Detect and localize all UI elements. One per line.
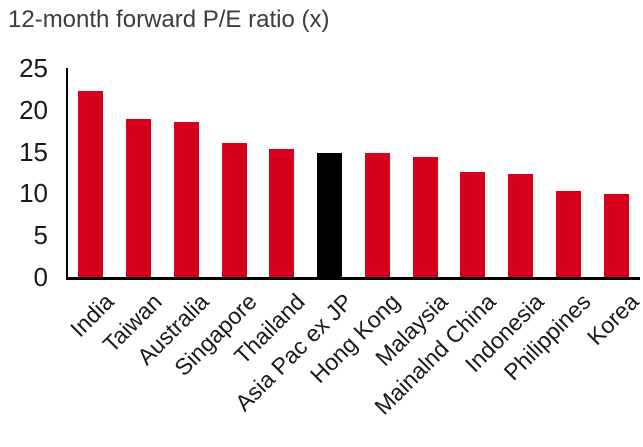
bar-asia-pac-ex-jp [317, 153, 343, 277]
y-tick-20: 20 [19, 94, 48, 125]
chart-title: 12-month forward P/E ratio (x) [8, 6, 330, 33]
bar-india [78, 91, 104, 277]
y-axis-line [66, 68, 68, 277]
y-tick-25: 25 [19, 53, 48, 83]
bar-hong-kong [364, 153, 390, 277]
y-tick-15: 15 [19, 136, 48, 167]
bar-korea [603, 194, 629, 277]
bar-mainalnd-china [460, 171, 486, 277]
y-tick-10: 10 [19, 178, 48, 209]
y-tick-0: 0 [33, 262, 48, 292]
bar-singapore [221, 143, 247, 277]
bar-indonesia [508, 174, 534, 277]
bar-thailand [269, 149, 295, 277]
bar-taiwan [126, 118, 152, 277]
y-tick-5: 5 [33, 220, 48, 251]
bar-malaysia [412, 156, 438, 277]
bar-philippines [555, 190, 581, 277]
bar-australia [173, 121, 199, 277]
x-axis-line [66, 277, 640, 280]
